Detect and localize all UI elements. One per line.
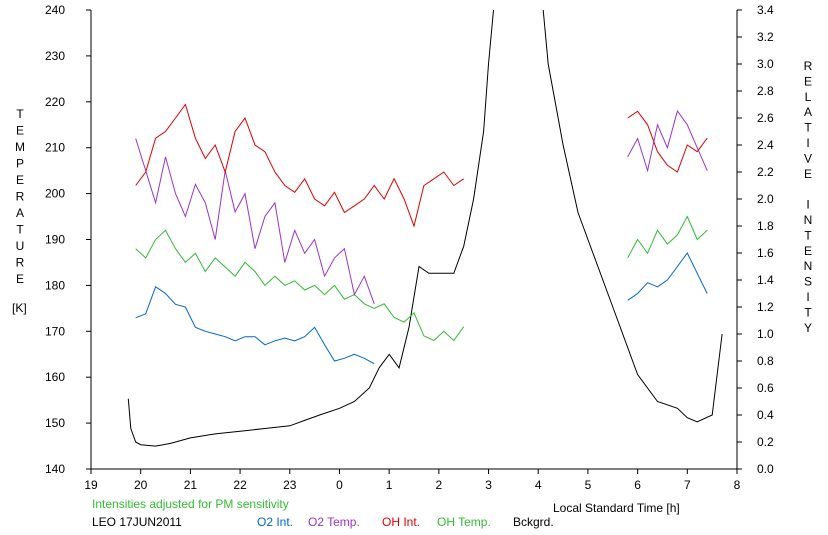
x-tick-label: 5	[585, 478, 592, 492]
legend-entry: OH Temp.	[437, 515, 491, 529]
y-right-label-letter: A	[804, 105, 812, 119]
series-line-o2-int	[627, 252, 708, 301]
series-line-o2-int	[135, 286, 375, 365]
x-tick-label: 21	[184, 478, 198, 492]
y-right-label-letter: N	[804, 259, 813, 273]
y-right-tick-label: 1.6	[757, 246, 774, 260]
y-left-label-letter: R	[16, 190, 25, 204]
x-tick-label: 19	[84, 478, 98, 492]
y-left-tick-label: 150	[45, 416, 65, 430]
series-line-o2-temp	[135, 138, 375, 304]
y-right-label-letter: I	[806, 136, 809, 150]
y-right-tick-label: 0.2	[757, 435, 774, 449]
series-line-o2-temp	[627, 109, 708, 173]
y-right-label-letter: T	[804, 121, 812, 135]
y-right-label-letter: I	[806, 290, 809, 304]
y-left-tick-label: 220	[45, 95, 65, 109]
y-right-label-letter: S	[804, 275, 812, 289]
y-left-label-letter: E	[16, 124, 24, 138]
legend: O2 Int. O2 Temp. OH Int. OH Temp. Bckgrd.	[257, 515, 554, 529]
y-right-tick-label: 0.0	[757, 462, 774, 476]
station-date-label: LEO 17JUN2011	[92, 515, 182, 529]
y-left-tick-label: 140	[45, 462, 65, 476]
y-right-label-letter: T	[804, 228, 812, 242]
y-left-tick-label: 160	[45, 370, 65, 384]
y-left-tick-label: 180	[45, 278, 65, 292]
y-left-label-letter: R	[16, 256, 25, 270]
y-left-label-letter: E	[16, 272, 24, 286]
y-left-tick-label: 200	[45, 187, 65, 201]
x-tick-label: 7	[684, 478, 691, 492]
y-right-tick-label: 2.8	[757, 84, 774, 98]
y-right-label-letter: V	[804, 151, 812, 165]
y-right-tick-label: 3.0	[757, 57, 774, 71]
y-right-tick-label: 3.4	[757, 3, 774, 17]
y-right-tick-label: 1.0	[757, 327, 774, 341]
y-right-label-letter: T	[804, 305, 812, 319]
y-right-tick-label: 2.0	[757, 192, 774, 206]
y-left-tick-label: 170	[45, 324, 65, 338]
x-tick-label: 8	[734, 478, 741, 492]
series-line-oh-temp	[627, 215, 708, 259]
legend-entry: O2 Int.	[257, 515, 293, 529]
y-right-label-letter: R	[804, 59, 813, 73]
y-right-tick-label: 2.4	[757, 138, 774, 152]
x-axis-label: Local Standard Time [h]	[553, 501, 680, 515]
x-tick-label: 6	[634, 478, 641, 492]
x-tick-label: 2	[436, 478, 443, 492]
labels: Local Standard Time [h] Intensities adju…	[12, 59, 813, 529]
y-right-label-letter: Y	[804, 321, 812, 335]
series-line-bckgrd	[127, 9, 494, 447]
y-left-label-letter: T	[16, 223, 24, 237]
legend-entry: OH Int.	[382, 515, 420, 529]
y-left-label-letter: E	[16, 173, 24, 187]
y-right-tick-label: 1.8	[757, 219, 774, 233]
y-left-tick-label: 230	[45, 49, 65, 63]
y-right-label-letter: E	[804, 167, 812, 181]
x-tick-label: 1	[386, 478, 393, 492]
y-left-label-letter: M	[15, 140, 25, 154]
y-right-label-letter: I	[806, 198, 809, 212]
y-right-tick-label: 2.2	[757, 165, 774, 179]
y-right-tick-label: 2.6	[757, 111, 774, 125]
y-left-label-letter: A	[16, 206, 24, 220]
y-left-label-letter: T	[16, 107, 24, 121]
pm-sensitivity-note: Intensities adjusted for PM sensitivity	[92, 497, 289, 511]
y-left-label-letter: P	[16, 157, 24, 171]
y-right-tick-label: 1.4	[757, 273, 774, 287]
y-left-unit: [K]	[12, 301, 27, 315]
series-line-bckgrd	[542, 9, 723, 423]
y-right-tick-label: 1.2	[757, 300, 774, 314]
legend-entry: O2 Temp.	[308, 515, 360, 529]
series-line-oh-int	[135, 103, 464, 228]
x-tick-label: 22	[233, 478, 247, 492]
y-right-label-letter: E	[804, 74, 812, 88]
series-line-oh-temp	[135, 229, 465, 342]
y-right-label-letter: E	[804, 244, 812, 258]
x-tick-label: 3	[485, 478, 492, 492]
y-left-tick-label: 240	[45, 3, 65, 17]
y-right-tick-label: 0.6	[757, 381, 774, 395]
legend-entry: Bckgrd.	[513, 515, 554, 529]
y-right-label-letter: N	[804, 213, 813, 227]
x-tick-label: 23	[283, 478, 297, 492]
y-right-tick-label: 0.4	[757, 408, 774, 422]
x-tick-label: 20	[134, 478, 148, 492]
y-right-label-letter: L	[805, 90, 812, 104]
y-right-tick-label: 0.8	[757, 354, 774, 368]
y-left-tick-label: 210	[45, 141, 65, 155]
y-right-tick-label: 3.2	[757, 30, 774, 44]
series-lines	[127, 9, 723, 447]
x-tick-label: 0	[336, 478, 343, 492]
y-left-label-letter: U	[16, 239, 25, 253]
y-left-tick-label: 190	[45, 233, 65, 247]
axes: 19 20 21 22 23 0 1 2 3 4 5 6 7 8140150160170180190200…	[45, 3, 774, 492]
series-line-oh-int	[627, 110, 708, 173]
x-tick-label: 4	[535, 478, 542, 492]
